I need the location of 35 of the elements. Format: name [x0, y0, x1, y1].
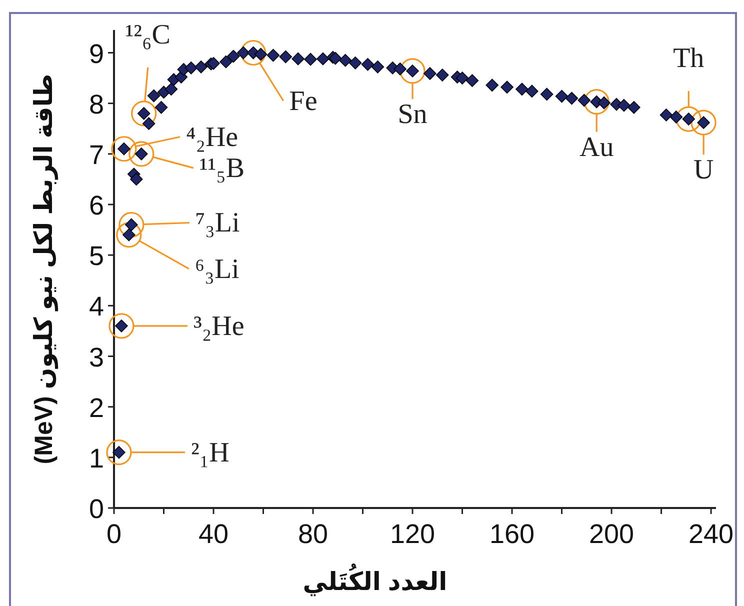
x-tick-label: 240 [688, 519, 734, 549]
y-tick-label: 4 [88, 292, 104, 322]
annotation: ³₂He [108, 310, 244, 342]
annotation: ²₁H [106, 437, 230, 468]
annotation: ²₁H [190, 437, 230, 468]
y-tick-label: 1 [88, 443, 104, 474]
y-tick-label: 2 [88, 392, 104, 423]
annotation: Th [673, 43, 704, 74]
annotation: ¹²₆C [125, 19, 170, 126]
x-tick-label: 120 [390, 519, 436, 549]
y-axis-title: طاقة الربط لكل نيو كليون (MeV) [30, 74, 59, 464]
annotation: ⁶₃Li [194, 254, 240, 285]
x-tick-label: 40 [198, 519, 229, 549]
annotation: Au [579, 132, 614, 163]
x-tick-label: 160 [489, 519, 535, 549]
annotation: Fe [289, 86, 318, 117]
y-tick-label: 0 [88, 494, 104, 524]
annotation: ⁷₃Li [195, 208, 240, 239]
y-tick-label: 9 [88, 38, 104, 69]
y-tick-label: 6 [88, 190, 104, 221]
x-axis-title: العدد الكُتَلي [302, 562, 448, 597]
x-tick-label: 80 [298, 519, 328, 549]
y-tick-label: 5 [88, 241, 104, 272]
y-tick-label: 8 [88, 89, 104, 120]
x-tick-label: 200 [588, 519, 634, 549]
annotation: Fe [240, 40, 318, 117]
annotation: ³₂He [193, 310, 244, 342]
annotation: U [693, 154, 714, 186]
annotation: Au [579, 89, 614, 163]
annotation: ⁷₃Li [118, 208, 240, 239]
y-tick-label: 3 [88, 342, 104, 372]
y-tick-label: 7 [88, 140, 104, 170]
annotation: ¹²₆C [125, 19, 170, 50]
annotation: Sn [398, 58, 428, 130]
annotation: Sn [398, 98, 428, 130]
